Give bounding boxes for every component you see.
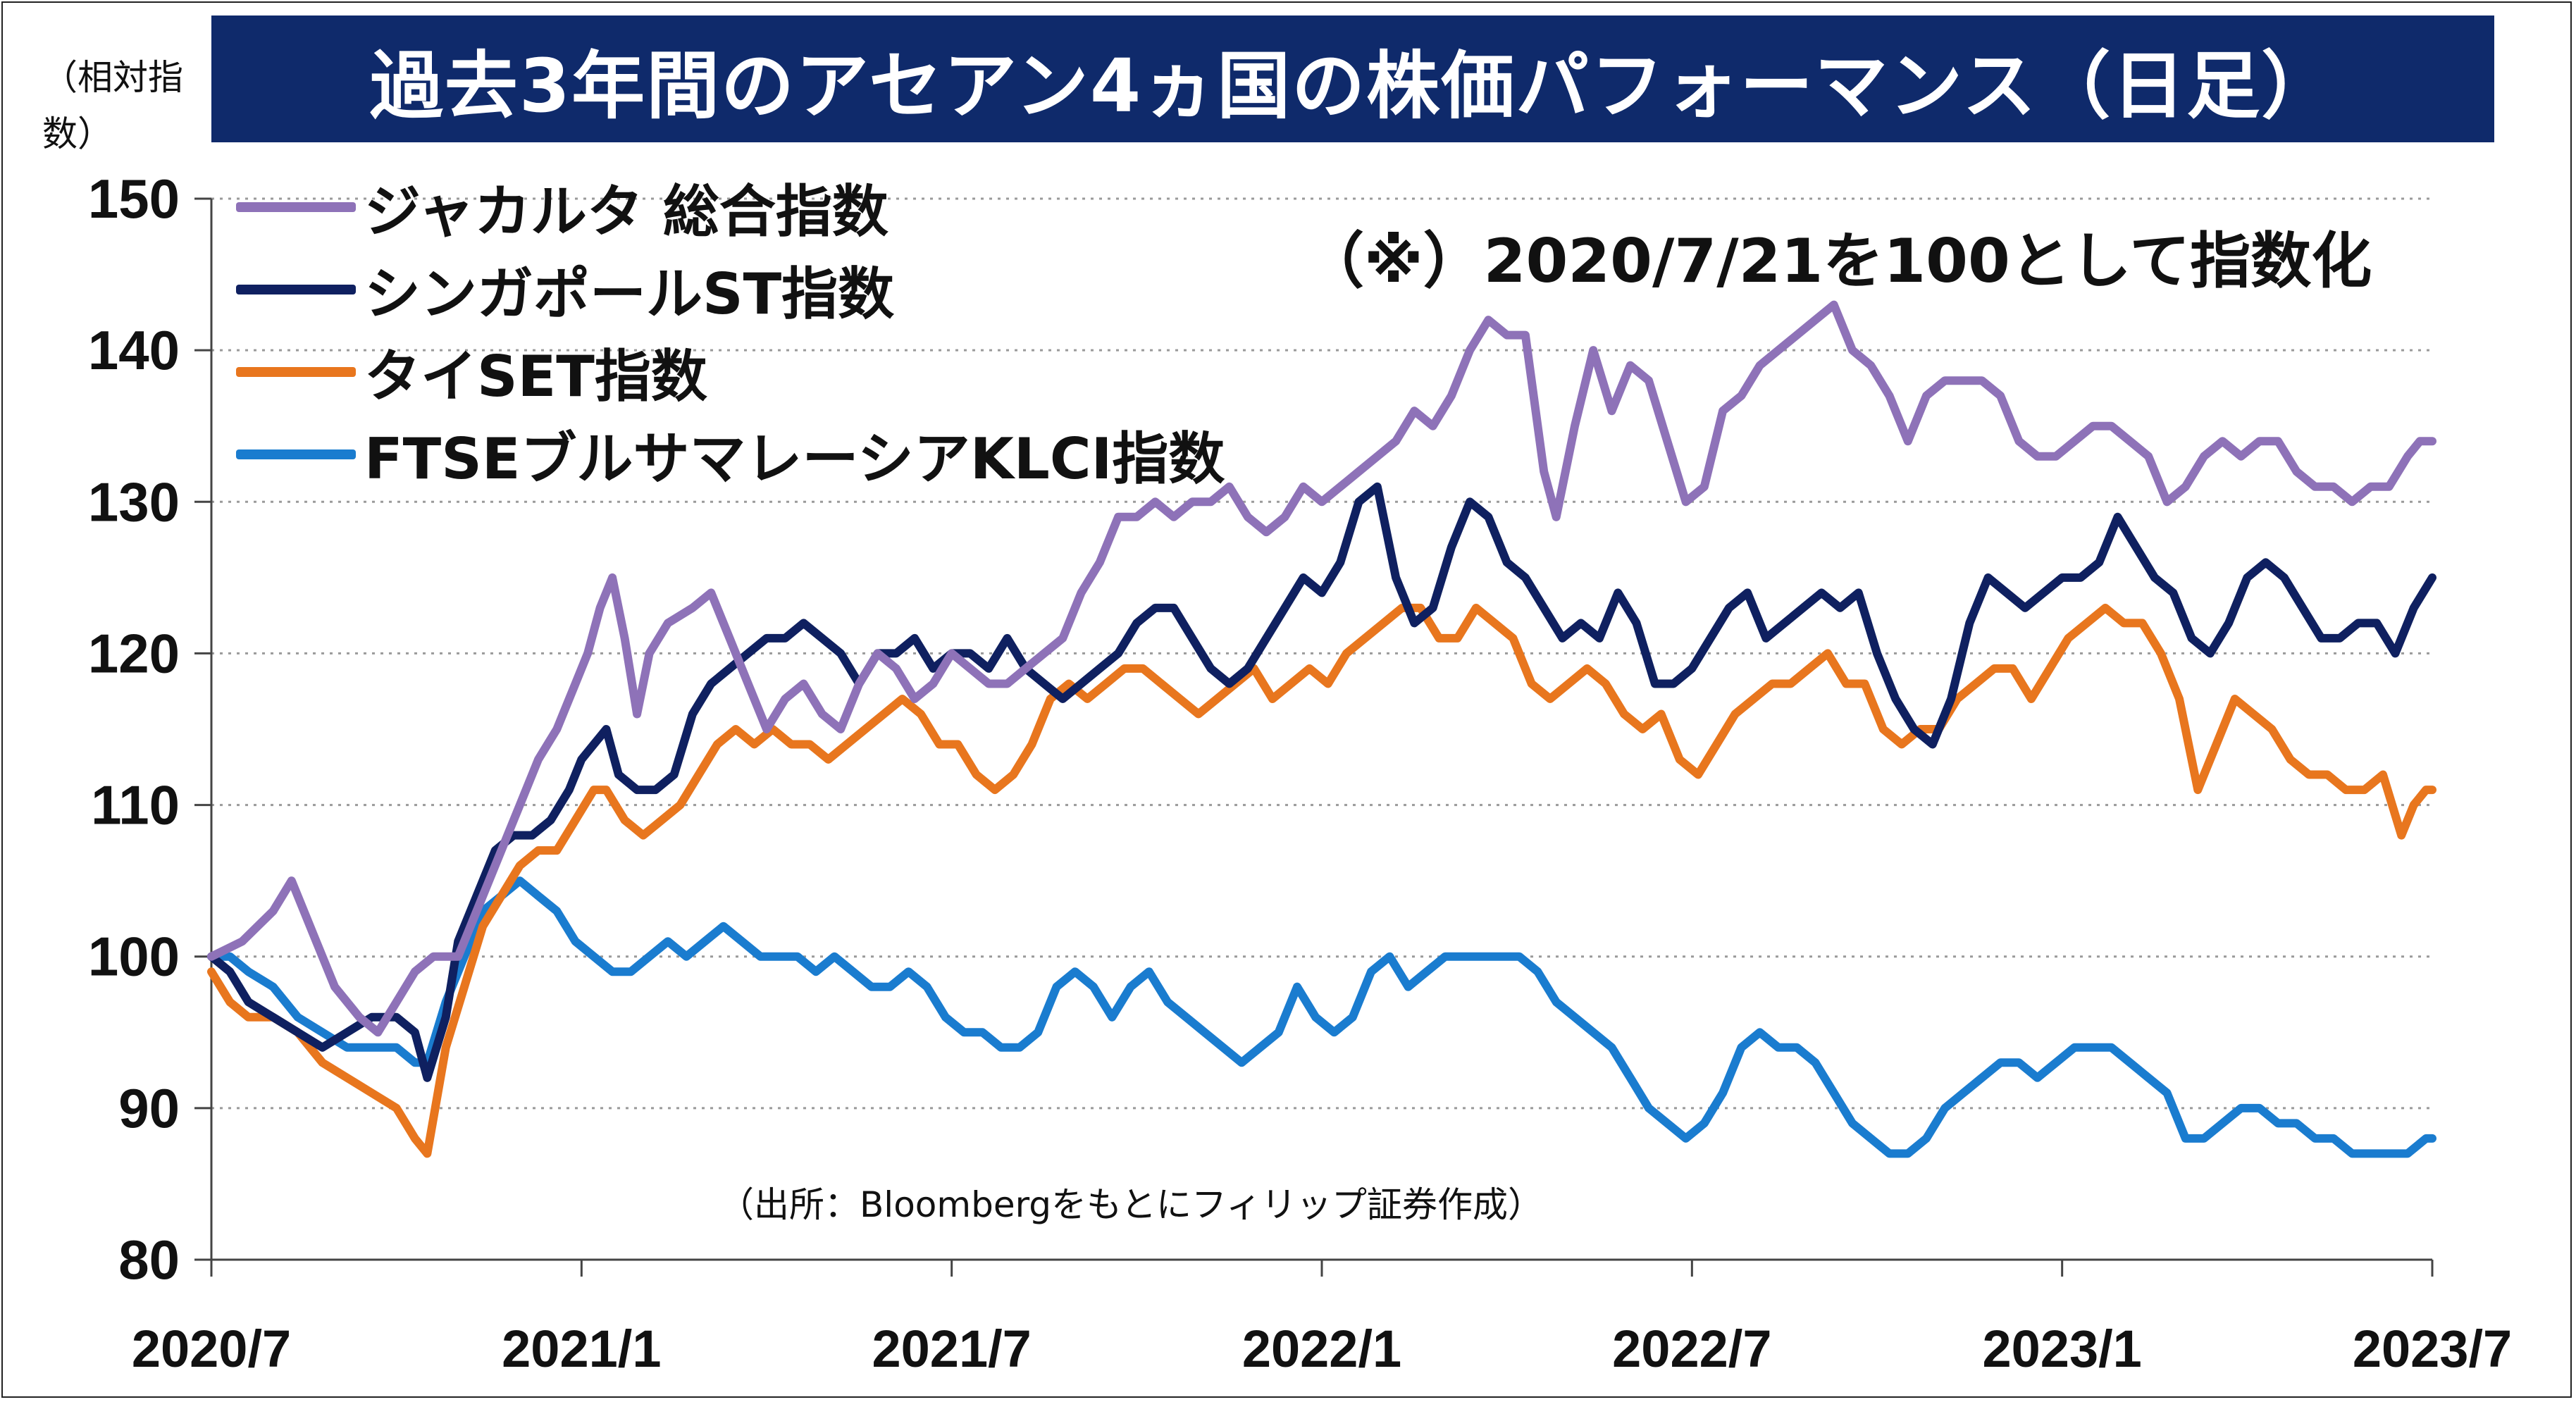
y-tick-label-80: 80 — [118, 1229, 180, 1291]
chart-title: 過去3年間のアセアン4ヵ国の株価パフォーマンス（日足） — [211, 15, 2494, 142]
x-tick-label-0: 2020/7 — [132, 1320, 291, 1378]
y-tick-label-140: 140 — [88, 319, 180, 381]
y-tick-label-90: 90 — [118, 1077, 180, 1139]
y-tick-labels: 80 90 100 110 120 130 140 150 — [88, 168, 180, 1291]
legend: ジャカルタ 総合指数 シンガポールST指数 タイSET指数 FTSEブルサマレー… — [236, 166, 1225, 495]
x-tick-labels: 2020/7 2021/1 2021/7 2022/1 2022/7 2023/1 2023… — [132, 1320, 2512, 1378]
legend-label-singapore: シンガポールST指数 — [364, 261, 895, 327]
y-tick-label-130: 130 — [88, 471, 180, 533]
legend-swatch-singapore — [236, 284, 356, 294]
y-axis-unit-label: （相対指数） — [42, 57, 183, 154]
x-tick-label-6: 2023/7 — [2353, 1320, 2512, 1378]
y-tick-label-120: 120 — [88, 622, 180, 684]
y-tick-label-100: 100 — [88, 926, 180, 988]
series-line-2 — [207, 603, 2436, 1158]
legend-item-singapore: シンガポールST指数 — [236, 248, 1225, 330]
legend-item-malaysia: FTSEブルサマレーシアKLCI指数 — [236, 413, 1225, 495]
legend-label-jakarta: ジャカルタ 総合指数 — [364, 178, 888, 244]
source-note: （出所：Bloombergをもとにフィリップ証券作成） — [719, 1184, 1543, 1225]
legend-label-thailand: タイSET指数 — [364, 343, 707, 409]
series-line-1 — [207, 482, 2436, 1082]
x-tick-label-2: 2021/7 — [872, 1320, 1031, 1378]
legend-swatch-thailand — [236, 366, 356, 377]
legend-item-thailand: タイSET指数 — [236, 330, 1225, 413]
series-line-3 — [207, 876, 2436, 1158]
legend-swatch-jakarta — [236, 201, 356, 212]
x-tick-label-5: 2023/1 — [1982, 1320, 2141, 1378]
legend-label-malaysia: FTSEブルサマレーシアKLCI指数 — [364, 426, 1225, 492]
series-lines — [207, 300, 2436, 1158]
legend-swatch-malaysia — [236, 449, 356, 459]
y-tick-label-110: 110 — [91, 774, 180, 836]
y-tick-label-150: 150 — [88, 168, 180, 230]
x-tick-label-4: 2022/7 — [1612, 1320, 1771, 1378]
series-line-0 — [207, 300, 2436, 1037]
index-base-note: （※）2020/7/21を100として指数化 — [1304, 226, 2372, 297]
legend-item-jakarta: ジャカルタ 総合指数 — [236, 166, 1225, 248]
x-tick-label-3: 2022/1 — [1242, 1320, 1401, 1378]
x-tick-label-1: 2021/1 — [502, 1320, 661, 1378]
